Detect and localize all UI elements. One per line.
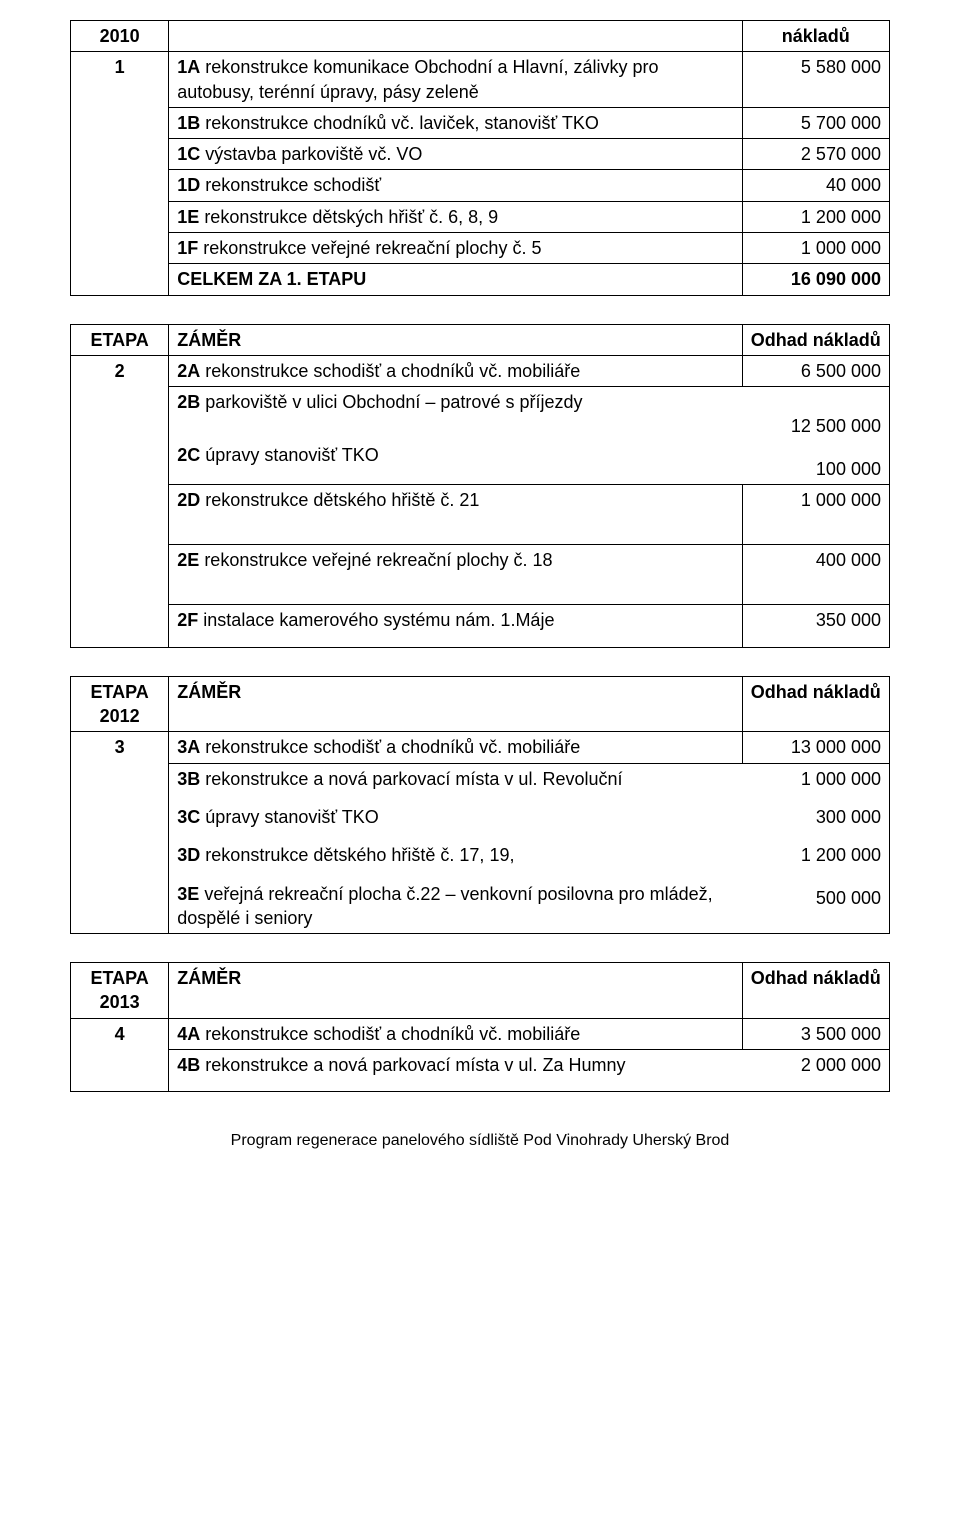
t3-num: 3 xyxy=(71,732,169,934)
t2-etapa-hdr: ETAPA xyxy=(71,324,169,355)
t2-2bc-val: 12 500 000 100 000 xyxy=(742,387,889,485)
t2-zamer-hdr: ZÁMĚR xyxy=(169,324,742,355)
t3-zamer-hdr: ZÁMĚR xyxy=(169,676,742,732)
t2-2a-val: 6 500 000 xyxy=(742,355,889,386)
t1-1c-val: 2 570 000 xyxy=(742,139,889,170)
t4-4b: 4B rekonstrukce a nová parkovací místa v… xyxy=(169,1050,742,1092)
t4-4a: 4A rekonstrukce schodišť a chodníků vč. … xyxy=(169,1018,742,1049)
t2-odhad-hdr: Odhad nákladů xyxy=(742,324,889,355)
t1-1b-val: 5 700 000 xyxy=(742,107,889,138)
t2-2a: 2A rekonstrukce schodišť a chodníků vč. … xyxy=(169,355,742,386)
t3-odhad-hdr: Odhad nákladů xyxy=(742,676,889,732)
t1-celkem: CELKEM ZA 1. ETAPU xyxy=(169,264,742,295)
t2-2b-val: 12 500 000 xyxy=(750,390,881,438)
t1-year: 2010 xyxy=(71,21,169,52)
t1-1f-val: 1 000 000 xyxy=(742,233,889,264)
t1-1d: 1D rekonstrukce schodišť xyxy=(169,170,742,201)
table-etapa-3: ETAPA 2012 ZÁMĚR Odhad nákladů 3 3A reko… xyxy=(70,676,890,934)
page-footer: Program regenerace panelového sídliště P… xyxy=(70,1132,890,1150)
t1-1e: 1E rekonstrukce dětských hřišť č. 6, 8, … xyxy=(169,201,742,232)
table-etapa-1: 2010 nákladů 1 1A rekonstrukce komunikac… xyxy=(70,20,890,296)
t3-rest-val: 1 000 000 300 000 1 200 000 500 000 xyxy=(742,763,889,933)
t1-1e-val: 1 200 000 xyxy=(742,201,889,232)
t4-4b-val: 2 000 000 xyxy=(742,1050,889,1092)
t3-3a: 3A rekonstrukce schodišť a chodníků vč. … xyxy=(169,732,742,763)
t2-2f-val: 350 000 xyxy=(742,605,889,647)
t4-num: 4 xyxy=(71,1018,169,1092)
t4-4a-val: 3 500 000 xyxy=(742,1018,889,1049)
t2-2f: 2F instalace kamerového systému nám. 1.M… xyxy=(169,605,742,647)
t2-2d-text: rekonstrukce dětského hřiště č. 21 xyxy=(205,490,479,510)
t4-etapa-hdr: ETAPA 2013 xyxy=(71,963,169,1019)
t1-1e-text: rekonstrukce dětských hřišť č. 6, 8, 9 xyxy=(204,207,498,227)
t3-3b-text: rekonstrukce a nová parkovací místa v ul… xyxy=(205,769,622,789)
t1-1a-val: 5 580 000 xyxy=(742,52,889,108)
t1-1d-val: 40 000 xyxy=(742,170,889,201)
t1-1d-text: rekonstrukce schodišť xyxy=(205,175,381,195)
t1-1c: 1C výstavba parkoviště vč. VO xyxy=(169,139,742,170)
t3-3e-val: 500 000 xyxy=(750,882,881,910)
t3-rest: 3B rekonstrukce a nová parkovací místa v… xyxy=(169,763,742,933)
t2-2e-val: 400 000 xyxy=(742,545,889,605)
t3-3c-val: 300 000 xyxy=(750,805,881,843)
t2-2e-text: rekonstrukce veřejné rekreační plochy č.… xyxy=(204,550,552,570)
t1-1b-text: rekonstrukce chodníků vč. laviček, stano… xyxy=(205,113,599,133)
t3-etapa-hdr: ETAPA 2012 xyxy=(71,676,169,732)
t3-3d-text: rekonstrukce dětského hřiště č. 17, 19, xyxy=(205,845,514,865)
table-etapa-2: ETAPA ZÁMĚR Odhad nákladů 2 2A rekonstru… xyxy=(70,324,890,648)
t1-num: 1 xyxy=(71,52,169,295)
t1-1f-text: rekonstrukce veřejné rekreační plochy č.… xyxy=(203,238,541,258)
t2-2d: 2D rekonstrukce dětského hřiště č. 21 xyxy=(169,484,742,544)
t2-2bc: 2B parkoviště v ulici Obchodní – patrové… xyxy=(169,387,742,485)
t3-3a-val: 13 000 000 xyxy=(742,732,889,763)
t2-2c-val: 100 000 xyxy=(750,439,881,481)
t2-2b-text: parkoviště v ulici Obchodní – patrové s … xyxy=(205,392,582,412)
t1-celkem-val: 16 090 000 xyxy=(742,264,889,295)
t1-1c-text: výstavba parkoviště vč. VO xyxy=(205,144,422,164)
t1-1b: 1B rekonstrukce chodníků vč. laviček, st… xyxy=(169,107,742,138)
t2-2c-text: úpravy stanovišť TKO xyxy=(205,445,379,465)
t1-odhad-hdr: nákladů xyxy=(742,21,889,52)
t4-odhad-hdr: Odhad nákladů xyxy=(742,963,889,1019)
table-etapa-4: ETAPA 2013 ZÁMĚR Odhad nákladů 4 4A reko… xyxy=(70,962,890,1092)
t1-empty-hdr xyxy=(169,21,742,52)
t2-2f-text: instalace kamerového systému nám. 1.Máje xyxy=(203,610,554,630)
t3-3e-text: veřejná rekreační plocha č.22 – venkovní… xyxy=(177,884,712,928)
t3-3d-val: 1 200 000 xyxy=(750,843,881,881)
t2-2d-val: 1 000 000 xyxy=(742,484,889,544)
t3-3a-text: rekonstrukce schodišť a chodníků vč. mob… xyxy=(205,737,580,757)
t4-zamer-hdr: ZÁMĚR xyxy=(169,963,742,1019)
t1-1f: 1F rekonstrukce veřejné rekreační plochy… xyxy=(169,233,742,264)
t3-3c-text: úpravy stanovišť TKO xyxy=(205,807,379,827)
t2-2a-text: rekonstrukce schodišť a chodníků vč. mob… xyxy=(205,361,580,381)
t1-1a-text: rekonstrukce komunikace Obchodní a Hlavn… xyxy=(177,57,658,101)
t4-4a-text: rekonstrukce schodišť a chodníků vč. mob… xyxy=(205,1024,580,1044)
t2-num: 2 xyxy=(71,355,169,647)
t3-3b-val: 1 000 000 xyxy=(750,767,881,805)
t4-4b-text: rekonstrukce a nová parkovací místa v ul… xyxy=(205,1055,625,1075)
t1-1a: 1A rekonstrukce komunikace Obchodní a Hl… xyxy=(169,52,742,108)
t2-2e: 2E rekonstrukce veřejné rekreační plochy… xyxy=(169,545,742,605)
